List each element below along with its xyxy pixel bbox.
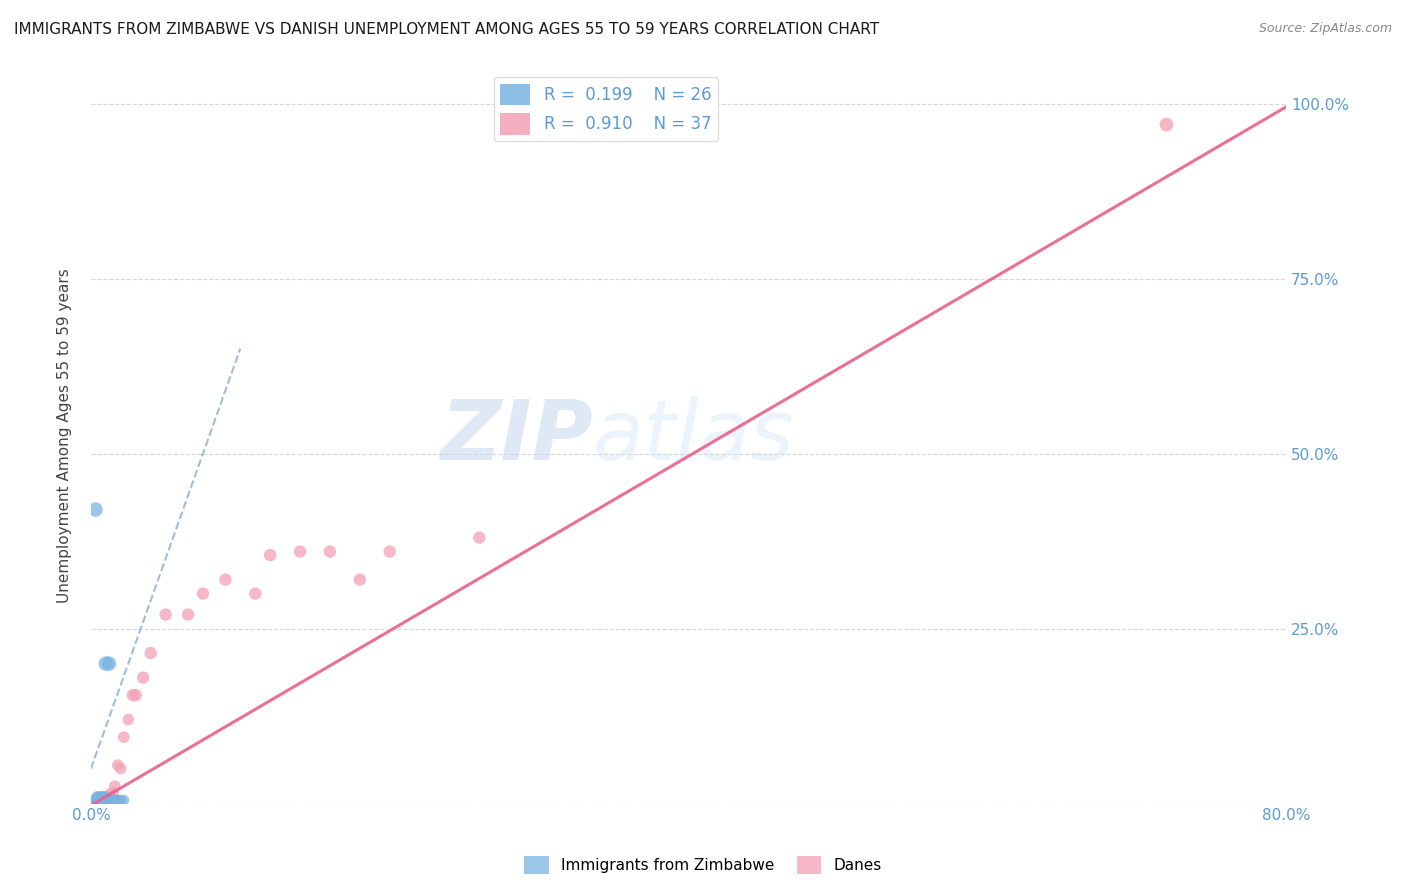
Text: IMMIGRANTS FROM ZIMBABWE VS DANISH UNEMPLOYMENT AMONG AGES 55 TO 59 YEARS CORREL: IMMIGRANTS FROM ZIMBABWE VS DANISH UNEMP… xyxy=(14,22,879,37)
Point xyxy=(96,793,118,807)
Point xyxy=(105,793,128,807)
Point xyxy=(117,713,139,727)
Legend: Immigrants from Zimbabwe, Danes: Immigrants from Zimbabwe, Danes xyxy=(517,850,889,880)
Point xyxy=(87,793,110,807)
Point xyxy=(107,793,129,807)
Point xyxy=(89,793,111,807)
Point xyxy=(91,793,114,807)
Point xyxy=(90,789,112,804)
Point xyxy=(245,586,267,600)
Point xyxy=(91,789,114,804)
Point xyxy=(101,793,124,807)
Point xyxy=(84,502,107,516)
Point xyxy=(86,793,108,807)
Point xyxy=(103,793,125,807)
Point xyxy=(319,544,342,558)
Point xyxy=(121,688,143,702)
Point xyxy=(97,793,120,807)
Point xyxy=(259,548,281,562)
Text: Source: ZipAtlas.com: Source: ZipAtlas.com xyxy=(1258,22,1392,36)
Point xyxy=(110,793,132,807)
Point xyxy=(101,793,124,807)
Point xyxy=(155,607,177,622)
Point xyxy=(177,607,200,622)
Point xyxy=(98,786,121,800)
Point xyxy=(214,573,236,587)
Point xyxy=(87,793,110,807)
Point xyxy=(468,531,491,545)
Point xyxy=(378,544,401,558)
Point xyxy=(191,586,214,600)
Point xyxy=(104,793,127,807)
Point xyxy=(84,793,107,807)
Point xyxy=(125,688,148,702)
Point xyxy=(1156,118,1178,132)
Point xyxy=(94,793,117,807)
Point xyxy=(132,671,155,685)
Point xyxy=(87,793,110,807)
Point xyxy=(90,793,112,807)
Legend: R =  0.199    N = 26, R =  0.910    N = 37: R = 0.199 N = 26, R = 0.910 N = 37 xyxy=(494,77,718,141)
Point xyxy=(84,793,107,807)
Text: ZIP: ZIP xyxy=(440,395,593,476)
Point xyxy=(90,793,112,807)
Point xyxy=(83,793,105,807)
Point xyxy=(91,789,114,804)
Point xyxy=(86,789,108,804)
Point xyxy=(94,657,117,671)
Point xyxy=(96,793,118,807)
Point xyxy=(93,793,115,807)
Point xyxy=(104,779,127,793)
Point xyxy=(349,573,371,587)
Point xyxy=(87,789,110,804)
Point xyxy=(83,793,105,807)
Y-axis label: Unemployment Among Ages 55 to 59 years: Unemployment Among Ages 55 to 59 years xyxy=(58,268,72,604)
Point xyxy=(97,789,120,804)
Point xyxy=(107,758,129,772)
Text: atlas: atlas xyxy=(593,395,794,476)
Point xyxy=(91,789,114,804)
Point xyxy=(112,730,135,744)
Point xyxy=(98,793,121,807)
Point xyxy=(94,793,117,807)
Point xyxy=(112,793,135,807)
Point xyxy=(89,789,111,804)
Point xyxy=(86,793,108,807)
Point xyxy=(110,762,132,776)
Point xyxy=(94,789,117,804)
Point xyxy=(89,793,111,807)
Point xyxy=(139,646,162,660)
Point xyxy=(103,786,125,800)
Point xyxy=(97,657,120,671)
Point xyxy=(93,793,115,807)
Point xyxy=(288,544,311,558)
